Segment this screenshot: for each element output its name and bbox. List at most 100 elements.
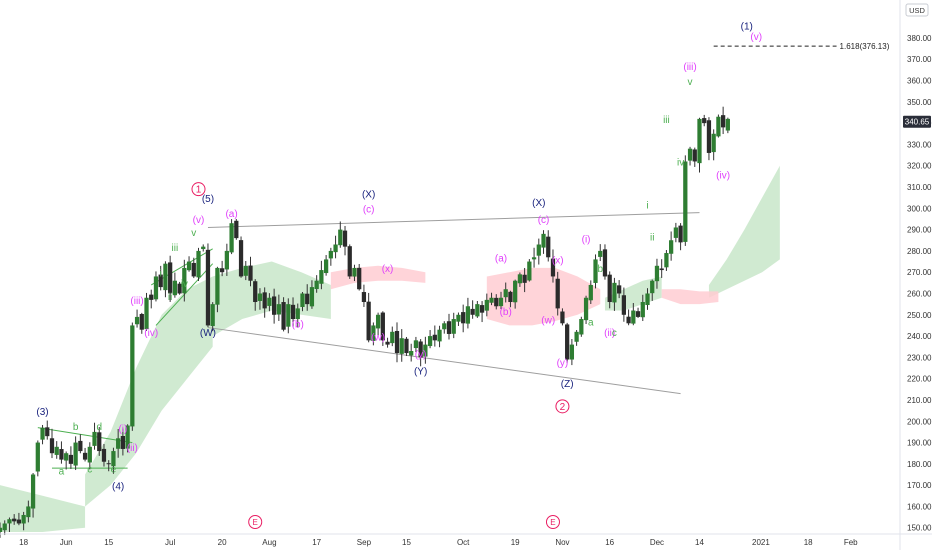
currency-badge[interactable] bbox=[905, 3, 929, 17]
earnings-marker-label: E bbox=[253, 518, 258, 527]
candle-body bbox=[503, 289, 508, 298]
candle-body bbox=[201, 246, 206, 250]
price-tick-label: 220.00 bbox=[907, 375, 932, 384]
candle-body bbox=[706, 120, 712, 153]
wave-label: (v) bbox=[750, 32, 762, 43]
candle-body bbox=[352, 267, 357, 277]
price-tick-label: 370.00 bbox=[907, 55, 932, 64]
price-tick-label: 300.00 bbox=[907, 204, 932, 213]
earnings-marker-icon[interactable] bbox=[248, 515, 263, 529]
candle-body bbox=[607, 274, 612, 303]
candle-body bbox=[101, 448, 107, 462]
candle-body bbox=[375, 314, 381, 329]
circled-wave-label: 1 bbox=[196, 185, 202, 196]
wave-label: (w) bbox=[371, 332, 385, 343]
currency-label: USD bbox=[909, 6, 925, 15]
candle-body bbox=[0, 527, 3, 532]
candle-body bbox=[427, 336, 433, 347]
candle-body bbox=[333, 244, 338, 253]
candle-body bbox=[276, 304, 281, 315]
candle-body bbox=[168, 262, 173, 294]
price-tick-label: 190.00 bbox=[907, 439, 932, 448]
candle-body bbox=[461, 312, 466, 324]
trendline bbox=[207, 327, 681, 395]
wave-label: a bbox=[59, 467, 65, 478]
circled-wave-marker bbox=[555, 399, 570, 414]
candle-body bbox=[669, 240, 674, 254]
candle-body bbox=[371, 325, 376, 341]
wave-label: (iii) bbox=[130, 296, 143, 307]
candle-body bbox=[234, 220, 239, 239]
candle-body bbox=[531, 257, 537, 260]
wave-labels-layer: (3)(4)(5)(W)(X)(Y)(X)(Z)(1)(i)(ii)(iii)(… bbox=[36, 21, 762, 529]
candle-body bbox=[191, 262, 196, 277]
wave-label: (b) bbox=[500, 307, 512, 318]
candle-body bbox=[305, 293, 310, 305]
price-tick-label: 180.00 bbox=[907, 460, 932, 469]
time-tick-label: 19 bbox=[511, 538, 520, 547]
cloud-green-segment bbox=[0, 485, 86, 532]
candle-body bbox=[26, 506, 31, 518]
wave-label: iii bbox=[172, 243, 179, 254]
wave-label: (c) bbox=[538, 215, 550, 226]
time-tick-label: 2021 bbox=[752, 538, 770, 547]
candle-body bbox=[423, 344, 428, 357]
time-tick-label: Sep bbox=[357, 538, 372, 547]
candle-body bbox=[631, 310, 636, 324]
candle-body bbox=[702, 118, 707, 124]
candle-body bbox=[687, 148, 693, 161]
candle-body bbox=[659, 268, 664, 271]
wave-label: (iii) bbox=[683, 62, 696, 73]
candle-body bbox=[536, 244, 541, 256]
candle-body bbox=[583, 297, 589, 321]
candle-body bbox=[182, 267, 187, 294]
candle-body bbox=[253, 281, 258, 303]
candle-body bbox=[465, 306, 471, 324]
candle-body bbox=[635, 311, 641, 317]
candle-body bbox=[446, 321, 452, 334]
wave-label: i bbox=[160, 268, 162, 279]
time-tick-label: Dec bbox=[650, 538, 664, 547]
candle-body bbox=[106, 463, 111, 465]
candle-body bbox=[456, 314, 461, 322]
candle-body bbox=[314, 280, 319, 290]
candle-body bbox=[323, 259, 329, 274]
candle-body bbox=[404, 338, 409, 354]
candle-body bbox=[617, 285, 622, 294]
candle-body bbox=[111, 451, 116, 467]
candle-body bbox=[725, 118, 730, 131]
candle-body bbox=[546, 236, 551, 258]
candle-body bbox=[134, 316, 140, 325]
time-tick-label: 17 bbox=[312, 538, 321, 547]
candle-body bbox=[40, 427, 45, 440]
candle-body bbox=[45, 427, 50, 437]
price-tick-label: 160.00 bbox=[907, 502, 932, 511]
wave-label: c bbox=[87, 464, 92, 475]
candle-body bbox=[399, 338, 404, 354]
candle-body bbox=[238, 240, 244, 277]
wave-label: (iv) bbox=[144, 328, 158, 339]
candle-body bbox=[565, 324, 570, 360]
wave-label: (v) bbox=[193, 215, 205, 226]
price-tick-label: 250.00 bbox=[907, 311, 932, 320]
candle-body bbox=[290, 304, 296, 320]
price-tick-label: 310.00 bbox=[907, 183, 932, 192]
candle-body bbox=[49, 438, 55, 454]
price-tick-label: 170.00 bbox=[907, 481, 932, 490]
wave-label: d bbox=[96, 422, 102, 433]
price-tick-label: 200.00 bbox=[907, 417, 932, 426]
wave-label: (x) bbox=[552, 256, 564, 267]
candle-body bbox=[229, 223, 234, 253]
candle-body bbox=[120, 435, 126, 449]
price-tick-label: 280.00 bbox=[907, 247, 932, 256]
earnings-marker-icon[interactable] bbox=[545, 515, 560, 529]
wave-label: (i) bbox=[582, 234, 591, 245]
candle-body bbox=[30, 474, 36, 509]
candle-body bbox=[224, 250, 229, 270]
candle-body bbox=[361, 292, 367, 303]
wave-label: (a) bbox=[495, 254, 507, 265]
candle-body bbox=[489, 297, 494, 303]
wave-label: v bbox=[688, 77, 693, 88]
candle-body bbox=[588, 284, 593, 301]
